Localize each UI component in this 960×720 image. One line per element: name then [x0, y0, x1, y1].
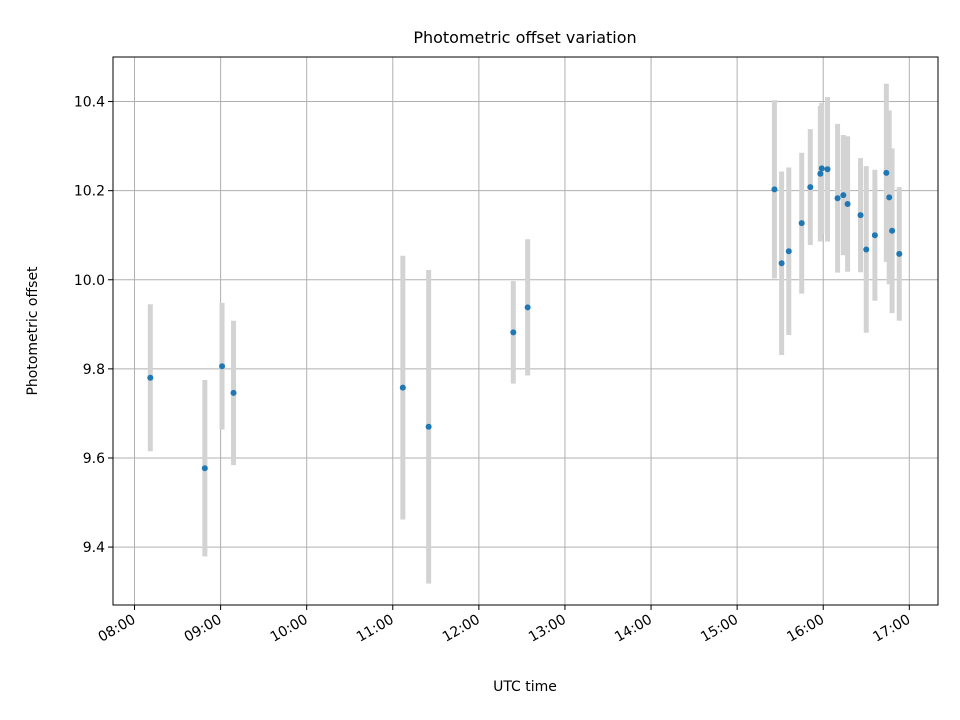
data-points	[147, 165, 903, 472]
data-point	[771, 186, 778, 193]
data-point	[219, 363, 226, 370]
data-point	[230, 389, 237, 396]
data-point	[883, 169, 890, 176]
data-point	[818, 165, 825, 172]
data-point	[510, 329, 517, 336]
y-axis-label: Photometric offset	[25, 266, 41, 396]
y-tick-label: 10.2	[74, 184, 105, 200]
data-point	[857, 212, 864, 219]
data-point	[778, 260, 785, 267]
data-point	[840, 192, 847, 199]
data-point	[886, 194, 893, 201]
data-point	[785, 248, 792, 255]
data-point	[807, 184, 814, 191]
y-tick-label: 9.4	[83, 540, 105, 556]
y-axis-ticks: 9.4 9.6 9.8 10.0 10.2 10.4	[74, 95, 113, 556]
data-point	[147, 374, 154, 381]
y-tick-label: 10.4	[74, 95, 105, 111]
chart-title: Photometric offset variation	[413, 28, 636, 47]
data-point	[844, 201, 851, 208]
data-point	[399, 384, 406, 391]
x-axis-label: UTC time	[493, 679, 557, 695]
data-point	[863, 246, 870, 253]
data-point	[889, 227, 896, 234]
data-point	[896, 250, 903, 257]
data-point	[425, 423, 432, 430]
y-tick-label: 10.0	[74, 273, 105, 289]
y-tick-label: 9.8	[83, 362, 105, 378]
plot-frame	[112, 56, 939, 606]
data-point	[524, 304, 531, 311]
data-point	[871, 232, 878, 239]
data-point	[201, 465, 208, 472]
data-point	[798, 220, 805, 227]
y-tick-label: 9.6	[83, 451, 105, 467]
data-point	[817, 170, 824, 177]
data-point	[834, 195, 841, 202]
data-point	[824, 166, 831, 173]
